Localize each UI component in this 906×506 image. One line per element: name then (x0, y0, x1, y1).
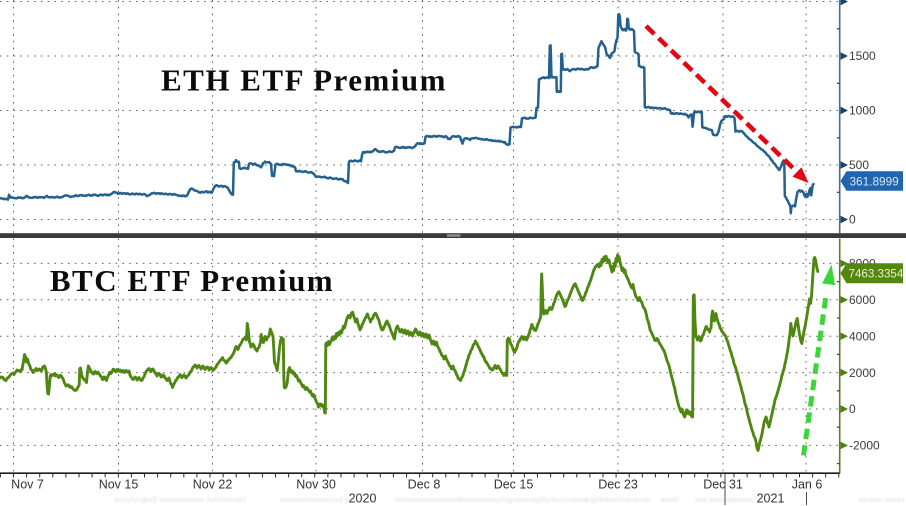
svg-text:2021: 2021 (757, 492, 785, 506)
svg-text:bccsfongbzft wsxuwnbasur twfxf: bccsfongbzft wsxuwnbasur twfxfmmafrf (115, 495, 246, 504)
svg-text:Dec 15: Dec 15 (494, 478, 534, 492)
svg-text:mvnvwwsuuszxuvm: mvnvwwsuuszxuvm (395, 495, 461, 504)
svg-text:6000: 6000 (849, 293, 876, 307)
svg-text:ewwswxfutwszssuf uw: ewwswxfutwszssuf uw (280, 495, 355, 504)
svg-text:Jan 6: Jan 6 (792, 478, 823, 492)
svg-text:4000: 4000 (849, 329, 876, 343)
svg-text:Dec 8: Dec 8 (408, 478, 441, 492)
svg-text:500: 500 (849, 158, 869, 172)
svg-text:-2000: -2000 (849, 439, 880, 453)
svg-text:Nov 15: Nov 15 (99, 478, 139, 492)
svg-text:Nov 30: Nov 30 (296, 478, 336, 492)
svg-text:BTC ETF Premium: BTC ETF Premium (50, 263, 334, 298)
svg-text:2020: 2020 (349, 492, 377, 506)
svg-text:Dec 31: Dec 31 (703, 478, 743, 492)
svg-text:Nov 22: Nov 22 (193, 478, 233, 492)
svg-text:mgbtbbssfmacdcab: mgbtbbssfmacdcab (585, 495, 650, 504)
svg-text:Nov 7: Nov 7 (11, 478, 44, 492)
svg-text:fwa zbmebasdorv: fwa zbmebasdorv (695, 495, 754, 504)
svg-text:rfnvoowxwwztogvwscragdbzbnzmdw: rfnvoowxwwztogvwscragdbzbnzmdwen (457, 495, 588, 504)
svg-text:361.8999: 361.8999 (850, 174, 899, 188)
svg-text:aouxbn evmcr: aouxbn evmcr (858, 495, 906, 504)
svg-text:asnef: asnef (660, 495, 679, 504)
svg-text:ETH ETF Premium: ETH ETF Premium (161, 63, 447, 98)
svg-text:0: 0 (849, 402, 856, 416)
svg-text:Dec 23: Dec 23 (598, 478, 638, 492)
svg-text:7463.3354: 7463.3354 (849, 268, 904, 281)
svg-text:1000: 1000 (849, 104, 876, 118)
svg-text:2000: 2000 (849, 366, 876, 380)
svg-text:0: 0 (849, 213, 856, 227)
svg-text:1500: 1500 (849, 49, 876, 63)
